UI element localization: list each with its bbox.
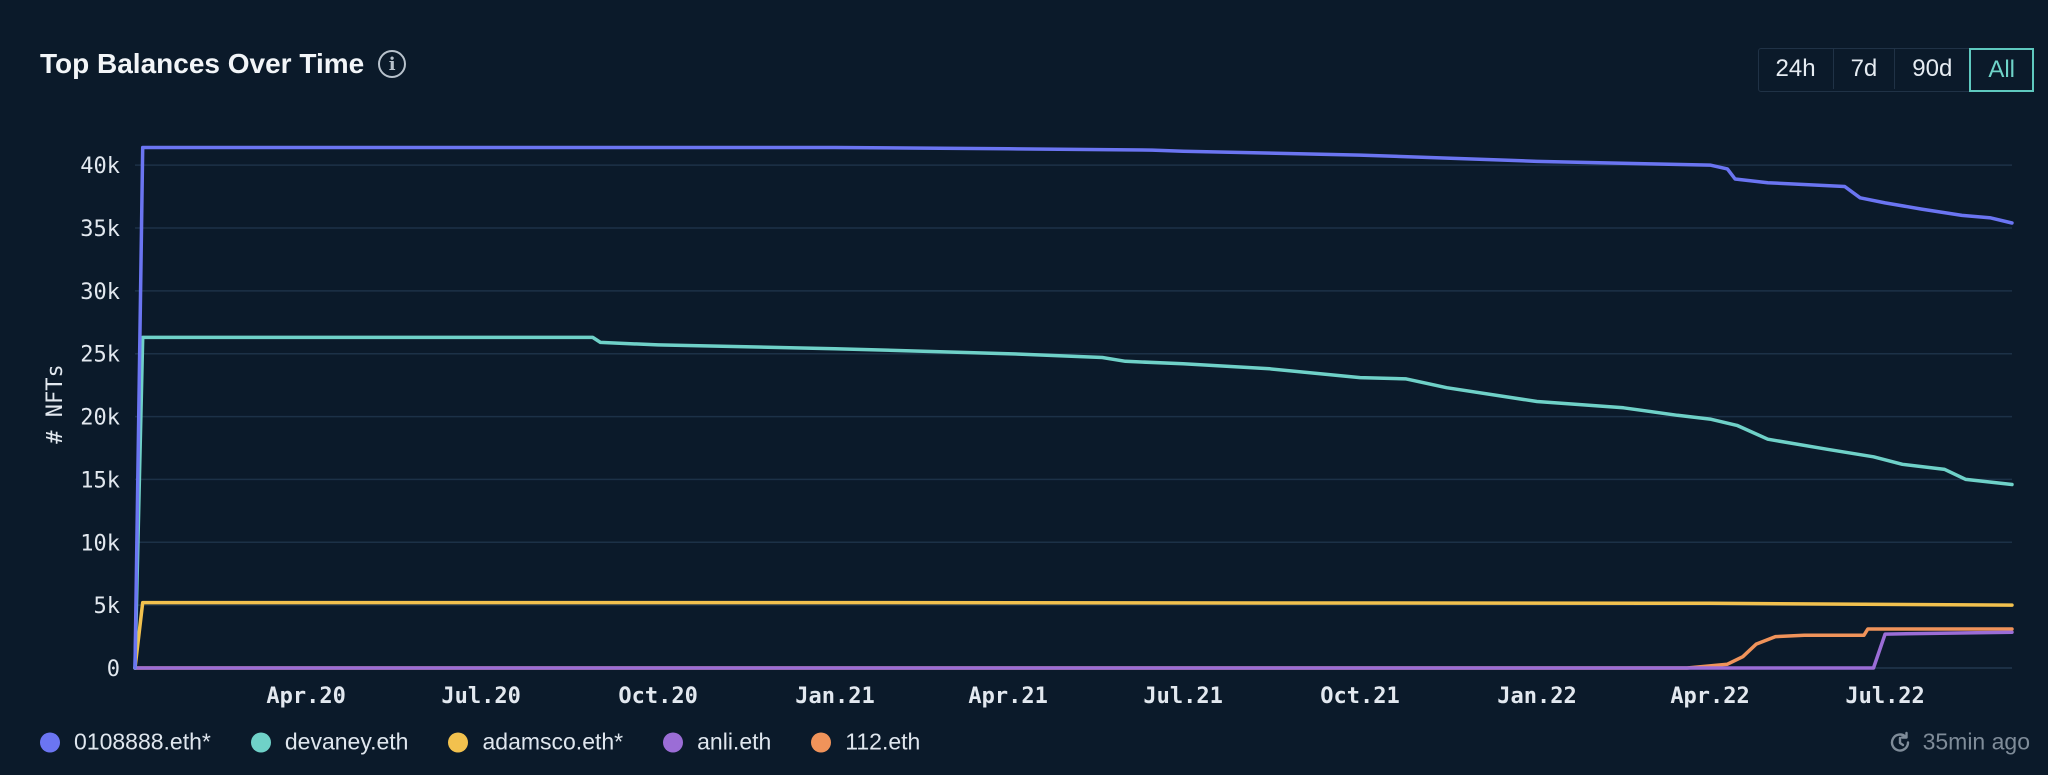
x-tick-label: Jan.21: [795, 684, 874, 709]
series-line: [133, 145, 2014, 670]
y-tick-label: 40k: [80, 154, 120, 179]
chart-title: Top Balances Over Time: [40, 48, 365, 79]
legend-label: devaney.eth: [284, 728, 409, 755]
last-updated: 35min ago: [1887, 729, 2030, 756]
y-tick-label: 35k: [80, 217, 120, 242]
legend-item[interactable]: adamsco.eth*: [448, 729, 623, 756]
x-tick-label: Apr.21: [968, 684, 1047, 709]
y-tick-label: 30k: [80, 280, 120, 305]
x-tick-label: Jul.21: [1143, 684, 1222, 709]
clock-refresh-icon: [1890, 731, 1909, 752]
legend-item[interactable]: anli.eth: [663, 729, 771, 756]
legend-swatch: [811, 732, 832, 752]
x-tick-label: Jul.22: [1845, 684, 1924, 709]
y-axis-title: # NFTs: [43, 364, 68, 443]
series-line: [133, 600, 2014, 670]
legend-label: 0108888.eth*: [74, 728, 211, 755]
x-tick-label: Apr.22: [1670, 684, 1749, 709]
chart-legend: 0108888.eth* devaney.eth adamsco.eth* anli.…: [40, 729, 920, 756]
range-7d-button[interactable]: 7d: [1834, 49, 1896, 89]
range-all-button[interactable]: All: [1969, 48, 2034, 92]
series-line: [133, 335, 2014, 670]
legend-swatch: [40, 732, 60, 752]
legend-item[interactable]: 0108888.eth*: [40, 729, 211, 756]
legend-label: anli.eth: [697, 728, 772, 755]
y-tick-label: 15k: [80, 468, 120, 493]
updated-text: 35min ago: [1922, 728, 2030, 755]
time-range-selector: 24h 7d 90d All: [1757, 48, 2034, 92]
y-tick-label: 0: [107, 657, 120, 682]
x-tick-label: Jul.20: [441, 684, 520, 709]
range-24h-button[interactable]: 24h: [1759, 49, 1834, 89]
legend-swatch: [250, 732, 271, 752]
legend-swatch: [663, 732, 684, 752]
y-tick-label: 20k: [80, 406, 120, 431]
info-icon[interactable]: i: [378, 50, 407, 78]
legend-swatch: [448, 732, 469, 752]
series-line: [133, 630, 2014, 670]
legend-label: 112.eth: [845, 728, 921, 755]
chart-header: Top Balances Over Time i: [40, 48, 407, 80]
x-tick-label: Apr.20: [266, 684, 345, 709]
x-tick-label: Jan.22: [1497, 684, 1576, 709]
legend-label: adamsco.eth*: [482, 728, 624, 755]
legend-item[interactable]: devaney.eth: [250, 728, 409, 756]
legend-item[interactable]: 112.eth: [811, 729, 920, 756]
balances-line-chart: 0 5k 10k 15k 20k 25k 30k 35k 40k Apr.20 Jul.20 Oct.…: [43, 145, 2014, 709]
y-tick-label: 5k: [94, 594, 121, 619]
y-tick-label: 25k: [80, 343, 120, 368]
series-line: [133, 627, 2014, 670]
x-tick-label: Oct.20: [618, 684, 697, 709]
y-tick-label: 10k: [80, 531, 120, 556]
x-tick-label: Oct.21: [1320, 684, 1399, 709]
